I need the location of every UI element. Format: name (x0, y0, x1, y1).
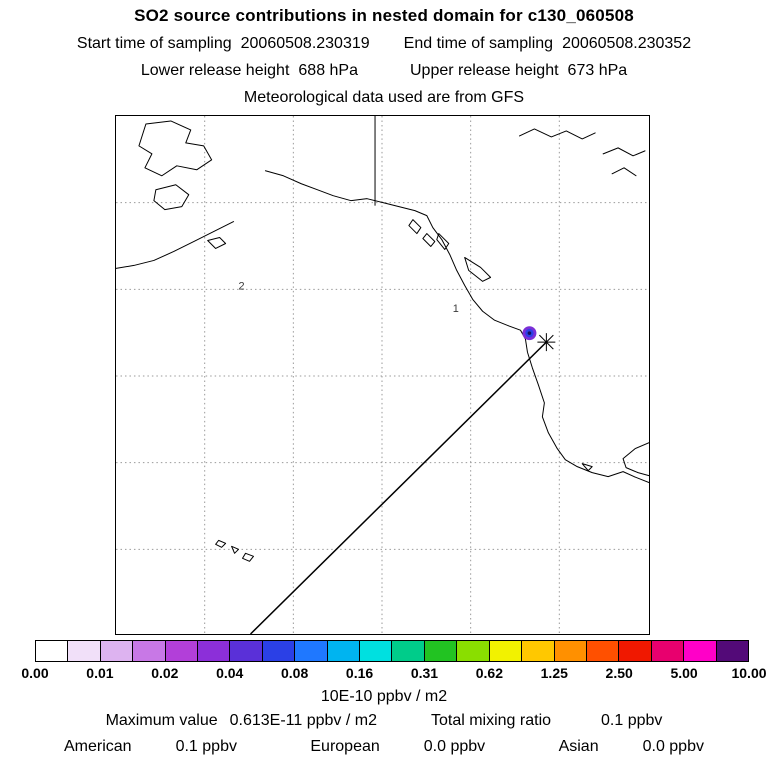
summary-line: Maximum value 0.613E-11 ppbv / m2 Total … (0, 712, 768, 730)
colorbar-cell (489, 641, 523, 661)
colorbar-tick: 5.00 (670, 665, 698, 681)
colorbar-cell (36, 641, 69, 661)
upper-release-value: 673 hPa (567, 62, 628, 79)
colorbar-cell (392, 641, 425, 661)
colorbar-tick: 0.04 (216, 665, 244, 681)
map-label-2: 2 (239, 280, 245, 292)
region-european-value: 0.0 ppbv (423, 738, 486, 755)
colorbar-tick: 1.25 (540, 665, 568, 681)
sampling-star-marker (537, 333, 556, 352)
colorbar-cell (295, 641, 328, 661)
colorbar-cell (133, 641, 166, 661)
end-time-pair: End time of sampling 20060508.230352 (404, 35, 691, 53)
region-american-label: American (64, 738, 132, 755)
colorbar-cell (100, 641, 134, 661)
colorbar-tick: 0.01 (86, 665, 114, 681)
colorbar-tick: 0.31 (410, 665, 439, 681)
region-asian-label: Asian (558, 738, 599, 755)
colorbar-tick: 0.62 (475, 665, 503, 681)
end-time-value: 20060508.230352 (562, 35, 692, 52)
colorbar-tick: 0.02 (151, 665, 179, 681)
colorbar-cell (554, 641, 587, 661)
coastlines (116, 120, 649, 562)
colorbar-cell (716, 641, 748, 661)
total-mixing-ratio-pair: Total mixing ratio 0.1 ppbv (431, 712, 662, 730)
contribution-hotspot (522, 326, 537, 341)
region-european-label: European (310, 738, 380, 755)
start-time-value: 20060508.230319 (240, 35, 370, 52)
total-mixing-ratio-value: 0.1 ppbv (601, 712, 663, 729)
map-label-1: 1 (453, 303, 459, 315)
start-time-label: Start time of sampling (76, 35, 232, 52)
maximum-value-label: Maximum value (105, 712, 218, 729)
colorbar-cell (457, 641, 490, 661)
flight-track-line (249, 341, 547, 634)
colorbar-cell (165, 641, 199, 661)
sampling-times-line: Start time of sampling 20060508.230319 E… (0, 35, 768, 53)
total-mixing-ratio-label: Total mixing ratio (430, 712, 552, 729)
maximum-value: 0.613E-11 ppbv / m2 (229, 712, 377, 729)
region-asian-value: 0.0 ppbv (642, 738, 704, 755)
region-asian: Asian 0.0 ppbv (559, 738, 704, 756)
colorbar-tick: 10.00 (731, 665, 767, 681)
colorbar-cell (230, 641, 263, 661)
colorbar-cell (586, 641, 620, 661)
upper-release-label: Upper release height (410, 62, 559, 79)
colorbar-cell (619, 641, 652, 661)
colorbar-tick: 0.00 (21, 665, 49, 681)
start-time-pair: Start time of sampling 20060508.230319 (77, 35, 370, 53)
colorbar-tick: 0.16 (345, 665, 374, 681)
colorbar-cell (424, 641, 458, 661)
map-panel: 2 1 (115, 115, 650, 635)
lower-release-pair: Lower release height 688 hPa (141, 62, 358, 80)
colorbar-cell (198, 641, 231, 661)
region-american-value: 0.1 ppbv (175, 738, 237, 755)
colorbar-bar (35, 640, 749, 662)
release-heights-line: Lower release height 688 hPa Upper relea… (0, 62, 768, 80)
region-american: American 0.1 ppbv (64, 738, 237, 756)
lower-release-value: 688 hPa (298, 62, 358, 79)
colorbar: 0.00 0.01 0.02 0.04 0.08 0.16 0.31 0.62 1.25 2.50… (21, 640, 767, 683)
colorbar-cell (522, 641, 555, 661)
colorbar-ticks: 0.00 0.01 0.02 0.04 0.08 0.16 0.31 0.62 1.25 2.50… (21, 665, 766, 683)
grid-lines (116, 116, 649, 634)
colorbar-cell (262, 641, 296, 661)
map-svg: 2 1 (116, 116, 649, 634)
colorbar-cell (684, 641, 717, 661)
lower-release-label: Lower release height (140, 62, 290, 79)
met-data-line: Meteorological data used are from GFS (243, 89, 525, 106)
upper-release-pair: Upper release height 673 hPa (410, 62, 627, 80)
colorbar-cell (327, 641, 361, 661)
regional-contributions-line: American 0.1 ppbv European 0.0 ppbv Asia… (64, 738, 704, 756)
colorbar-cell (651, 641, 685, 661)
colorbar-cell (68, 641, 101, 661)
colorbar-units: 10E-10 ppbv / m2 (320, 688, 448, 705)
colorbar-tick: 0.08 (281, 665, 309, 681)
colorbar-cell (360, 641, 393, 661)
colorbar-tick: 2.50 (605, 665, 633, 681)
maximum-value-pair: Maximum value 0.613E-11 ppbv / m2 (106, 712, 377, 730)
end-time-label: End time of sampling (403, 35, 554, 52)
region-european: European 0.0 ppbv (310, 738, 485, 756)
page-title: SO2 source contributions in nested domai… (134, 6, 634, 25)
